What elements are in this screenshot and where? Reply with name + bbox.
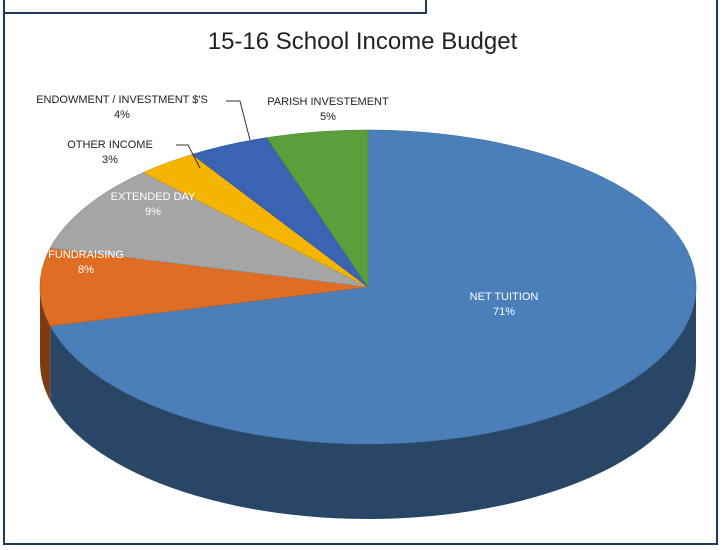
slice-label-1: FUNDRAISING [48,249,124,261]
slice-percent-0: 71% [493,306,515,318]
slice-label-3: OTHER INCOME [67,139,153,151]
slice-label-0: NET TUITION [470,291,539,303]
slice-label-4: ENDOWMENT / INVESTMENT $'S [36,94,208,106]
slice-percent-4: 4% [114,109,130,121]
pie-side-1 [40,287,51,402]
pie-slice-0 [49,129,697,445]
pie-slice-1 [39,247,369,327]
chart-title: 15-16 School Income Budget [207,28,518,55]
slice-percent-1: 8% [78,264,94,276]
frame-tab-divider [425,0,427,14]
chart-frame [3,0,718,545]
pie-slice-5 [266,129,369,288]
slice-label-5: PARISH INVESTEMENT [267,96,389,108]
leader-line-3 [176,144,201,169]
leader-lines [176,100,251,169]
pie-body [39,129,697,519]
slice-percent-2: 9% [145,206,161,218]
frame-tab-underline [3,12,427,14]
slice-percent-3: 3% [102,154,118,166]
leader-line-4 [226,100,251,141]
slice-label-2: EXTENDED DAY [111,191,196,203]
pie-side-0 [50,287,696,519]
slice-labels: NET TUITION 71% FUNDRAISING 8% EXTENDED DAY 9… [36,94,538,318]
pie-slice-2 [49,172,369,288]
slice-percent-5: 5% [320,111,336,123]
